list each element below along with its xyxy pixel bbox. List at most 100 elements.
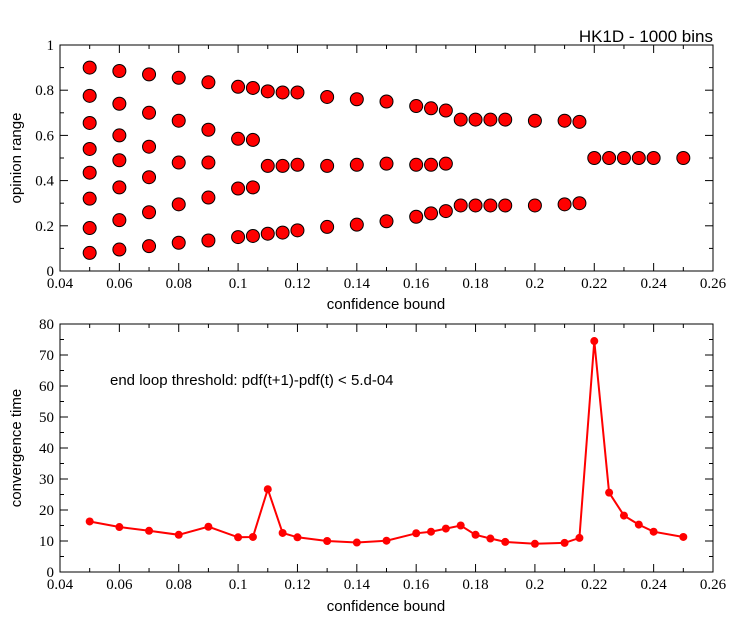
bottom-x-tick-label: 0.08: [166, 577, 192, 593]
top-panel: 0.04 0.06 0.08 0.1 0.12 0.14 0.16 0.18 0.2 0.22 0.…: [8, 38, 727, 313]
opinion-cluster-point: [646, 151, 661, 165]
figure-title: HK1D - 1000 bins: [579, 27, 713, 46]
convergence-time-point: [619, 511, 628, 520]
bottom-x-axis: 0.04 0.06 0.08 0.1 0.12 0.14 0.16 0.18 0.2 0.22 0.…: [47, 324, 727, 593]
opinion-cluster-point: [112, 128, 127, 143]
opinion-cluster-point: [438, 204, 453, 219]
bottom-x-axis-label: confidence bound: [327, 598, 445, 615]
opinion-cluster-point: [290, 157, 305, 172]
opinion-cluster-point: [142, 170, 157, 185]
opinion-cluster-point: [498, 112, 513, 127]
convergence-time-point: [382, 536, 391, 545]
convergence-time-point: [145, 526, 154, 535]
opinion-cluster-point: [424, 157, 439, 172]
convergence-time-point: [412, 529, 421, 538]
convergence-time-point: [560, 538, 569, 547]
top-y-axis: 0 0.2 0.4 0.6 0.8 1: [35, 38, 713, 280]
convergence-time-point: [115, 523, 124, 532]
opinion-cluster-point: [453, 112, 468, 127]
top-y-axis-label: opinion range: [8, 113, 25, 204]
opinion-cluster-point: [438, 103, 453, 118]
convergence-time-point: [486, 534, 495, 543]
bottom-y-tick-label: 0: [47, 565, 55, 581]
top-y-tick-label: 0.4: [35, 174, 54, 190]
bottom-y-tick-label: 30: [39, 472, 54, 488]
opinion-cluster-point: [379, 94, 394, 109]
bottom-y-axis: 0 10 20 30 40 50 60 70 80: [39, 317, 713, 581]
convergence-time-point: [590, 337, 599, 346]
top-x-tick-label: 0.04: [47, 276, 74, 292]
opinion-cluster-point: [349, 157, 364, 172]
opinion-cluster-point: [483, 198, 498, 213]
opinion-cluster-point: [112, 242, 127, 257]
convergence-time-point: [427, 527, 436, 536]
opinion-cluster-point: [142, 105, 157, 120]
opinion-cluster-point: [572, 114, 587, 129]
top-x-tick-label: 0.12: [284, 276, 310, 292]
opinion-cluster-point: [245, 228, 260, 243]
opinion-cluster-point: [142, 239, 157, 254]
opinion-cluster-point: [320, 158, 335, 173]
opinion-cluster-point: [557, 113, 572, 128]
bottom-x-tick-label: 0.18: [462, 577, 488, 593]
opinion-cluster-point: [483, 112, 498, 127]
bottom-panel: 0.04 0.06 0.08 0.1 0.12 0.14 0.16 0.18 0.2 0.22 0.…: [8, 317, 727, 615]
convergence-time-point: [248, 532, 257, 541]
top-x-axis: 0.04 0.06 0.08 0.1 0.12 0.14 0.16 0.18 0.2 0.22 0.…: [47, 45, 727, 292]
bottom-x-tick-label: 0.14: [344, 577, 371, 593]
convergence-time-point: [263, 485, 272, 494]
opinion-cluster-point: [245, 132, 260, 147]
top-x-tick-label: 0.24: [641, 276, 668, 292]
opinion-cluster-point: [409, 157, 424, 172]
opinion-cluster-point: [142, 205, 157, 220]
convergence-time-point: [441, 524, 450, 533]
convergence-time-point: [471, 530, 480, 539]
opinion-cluster-point: [112, 153, 127, 168]
opinion-cluster-point: [171, 155, 186, 170]
opinion-cluster-point: [82, 88, 97, 103]
bottom-y-tick-label: 50: [39, 410, 54, 426]
top-x-tick-label: 0.08: [166, 276, 192, 292]
opinion-cluster-point: [290, 223, 305, 238]
top-x-tick-label: 0.14: [344, 276, 371, 292]
opinion-cluster-point: [231, 230, 246, 245]
bottom-x-tick-label: 0.06: [106, 577, 133, 593]
bottom-x-tick-label: 0.04: [47, 577, 74, 593]
opinion-cluster-point: [379, 156, 394, 171]
bottom-x-tick-label: 0.12: [284, 577, 310, 593]
opinion-cluster-point: [112, 180, 127, 195]
bottom-x-tick-label: 0.24: [641, 577, 668, 593]
top-x-tick-label: 0.22: [581, 276, 607, 292]
opinion-cluster-point: [320, 219, 335, 234]
top-x-tick-label: 0.2: [526, 276, 545, 292]
convergence-time-point: [278, 528, 287, 537]
opinion-cluster-point: [468, 198, 483, 213]
opinion-cluster-point: [275, 158, 290, 173]
opinion-cluster-point: [201, 233, 216, 248]
opinion-cluster-point: [557, 197, 572, 212]
convergence-time-point: [174, 530, 183, 539]
opinion-cluster-point: [349, 92, 364, 107]
opinion-cluster-point: [527, 113, 542, 128]
opinion-cluster-point: [275, 225, 290, 240]
top-x-tick-label: 0.06: [106, 276, 133, 292]
convergence-time-point: [234, 533, 243, 542]
top-y-tick-label: 0: [47, 264, 55, 280]
top-y-tick-label: 0.6: [35, 128, 54, 144]
opinion-cluster-point: [468, 112, 483, 127]
convergence-time-point: [605, 488, 614, 497]
opinion-cluster-point: [171, 70, 186, 85]
bottom-x-tick-label: 0.16: [403, 577, 430, 593]
convergence-time-point: [501, 537, 510, 546]
convergence-time-point: [679, 532, 688, 541]
top-y-tick-label: 0.2: [35, 219, 54, 235]
top-y-tick-label: 1: [47, 38, 55, 54]
bottom-y-tick-label: 70: [39, 348, 54, 364]
bottom-x-tick-label: 0.26: [700, 577, 727, 593]
opinion-cluster-point: [82, 115, 97, 130]
opinion-cluster-point: [142, 67, 157, 82]
opinion-cluster-point: [112, 213, 127, 228]
opinion-cluster-point: [572, 196, 587, 211]
bottom-x-tick-label: 0.22: [581, 577, 607, 593]
